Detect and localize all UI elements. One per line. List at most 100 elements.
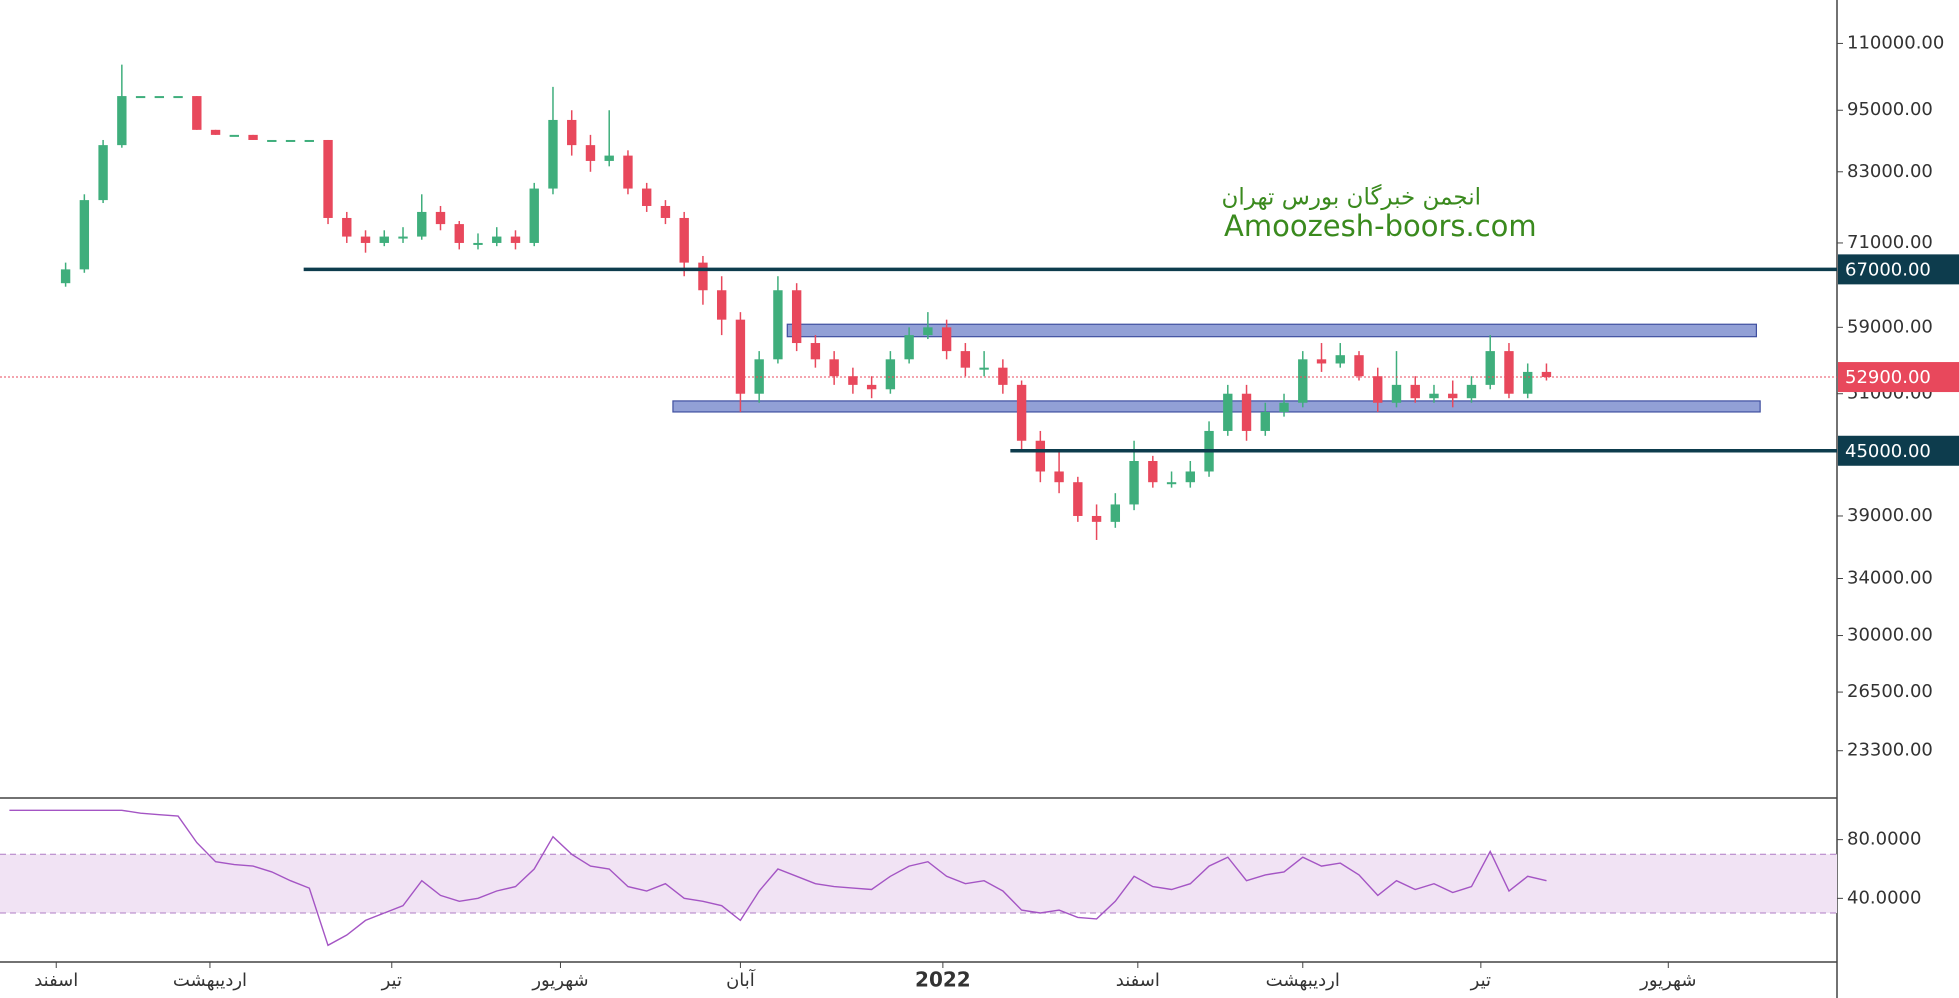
- y-tick-label: 110000.00: [1847, 32, 1944, 53]
- y-tick-label: 95000.00: [1847, 99, 1933, 120]
- price-zone: [786, 323, 1757, 338]
- watermark-title: انجمن خبرگان بورس تهران: [1221, 184, 1481, 211]
- candle-body: [1054, 471, 1064, 483]
- candle-body: [1354, 355, 1364, 377]
- candle-body: [1185, 471, 1195, 483]
- candle-body: [1429, 393, 1439, 399]
- candle-body: [323, 139, 333, 218]
- candle-body: [1466, 384, 1477, 399]
- level-label: 45000.00: [1845, 441, 1931, 462]
- candle-body: [1129, 461, 1139, 505]
- x-tick-label: شهریور: [1639, 970, 1696, 991]
- candle-body: [1373, 376, 1383, 403]
- candle-body: [229, 134, 239, 137]
- candle-body: [1541, 371, 1552, 378]
- candle-body: [1091, 515, 1102, 522]
- candle-body: [623, 155, 633, 189]
- candle-body: [192, 96, 202, 130]
- candle-body: [660, 205, 671, 218]
- candle-body: [1166, 482, 1177, 485]
- candle-body: [135, 96, 146, 99]
- candle-body: [1316, 359, 1327, 364]
- candle-body: [1485, 351, 1495, 385]
- y-tick-label: 30000.00: [1847, 625, 1933, 646]
- candle-body: [923, 327, 933, 336]
- y-tick-label: 59000.00: [1847, 316, 1933, 337]
- x-tick-label: اردیبهشت: [173, 970, 247, 991]
- candle-body: [716, 290, 727, 320]
- candle-body: [267, 139, 277, 142]
- y-tick-label: 34000.00: [1847, 568, 1933, 589]
- x-tick-label: تیر: [1470, 970, 1491, 991]
- candle-body: [1448, 393, 1458, 399]
- candle-body: [1504, 351, 1514, 394]
- candle-body: [773, 290, 783, 360]
- candle-body: [1391, 384, 1402, 403]
- rsi-line: [9, 809, 1547, 947]
- candle-body: [791, 290, 802, 344]
- candle-body: [473, 242, 483, 245]
- candle-body: [1016, 384, 1027, 441]
- candle-body: [754, 359, 764, 394]
- candle-body: [810, 343, 821, 360]
- candle-body: [117, 96, 127, 146]
- candle-body: [1298, 359, 1308, 403]
- y-tick-label: 83000.00: [1847, 161, 1933, 182]
- y-tick-label: 23300.00: [1847, 740, 1933, 761]
- candle-body: [79, 200, 90, 270]
- candle-body: [398, 236, 408, 239]
- y-tick-label: 80.0000: [1847, 829, 1921, 850]
- candle-body: [98, 145, 108, 201]
- candle-body: [904, 335, 914, 360]
- candle-body: [1523, 371, 1533, 394]
- candle-body: [173, 96, 183, 99]
- candle-body: [735, 319, 746, 394]
- candle-body: [1241, 393, 1252, 431]
- candle-body: [360, 236, 371, 243]
- candle-body: [642, 188, 652, 206]
- y-tick-label: 71000.00: [1847, 232, 1933, 253]
- last-price-label: 52900.00: [1845, 367, 1931, 388]
- candle-body: [1335, 355, 1345, 364]
- candle-body: [960, 351, 971, 368]
- candle-body: [866, 384, 877, 390]
- candle-body: [210, 129, 221, 135]
- candle-body: [285, 139, 296, 142]
- price-zone: [672, 400, 1761, 413]
- level-label-box: [1838, 254, 1959, 285]
- level-label-box: [1838, 435, 1959, 466]
- candle-body: [1148, 461, 1158, 483]
- candle-body: [492, 236, 502, 243]
- candle-body: [1073, 482, 1083, 516]
- candle-body: [548, 119, 558, 189]
- x-tick-label: اسفند: [34, 970, 78, 991]
- candle-body: [679, 217, 689, 263]
- candle-body: [1110, 504, 1121, 522]
- candle-body: [510, 236, 521, 243]
- candle-body: [979, 367, 989, 370]
- last-price-box: [1838, 362, 1959, 393]
- watermark-site: Amoozesh-boors.com: [1224, 209, 1537, 243]
- candle-body: [454, 224, 464, 243]
- candle-body: [1035, 440, 1046, 472]
- candle-body: [698, 262, 708, 291]
- x-tick-label: 2022: [915, 968, 971, 992]
- candle-body: [248, 134, 258, 140]
- candle-body: [417, 211, 427, 237]
- candle-body: [1260, 411, 1270, 431]
- candle-body: [435, 211, 446, 225]
- x-tick-label: شهریور: [531, 970, 588, 991]
- candle-body: [998, 367, 1008, 385]
- candle-body: [154, 96, 165, 99]
- candle-body: [60, 269, 71, 284]
- x-tick-label: آبان: [726, 968, 756, 991]
- candle-body: [342, 217, 352, 237]
- candle-body: [1410, 384, 1420, 399]
- candle-body: [379, 236, 389, 243]
- candle-body: [848, 376, 858, 385]
- candle-body: [585, 145, 596, 161]
- candle-body: [941, 327, 952, 352]
- candle-body: [1279, 402, 1289, 412]
